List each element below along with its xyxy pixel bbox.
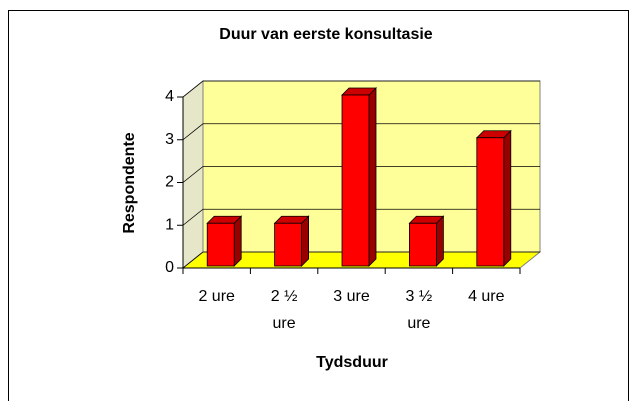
y-tick-label: 0 <box>165 259 174 276</box>
y-tick-label: 2 <box>165 174 174 191</box>
grid-line <box>182 123 540 141</box>
y-axis-title: Respondente <box>121 132 138 233</box>
bar <box>206 222 235 267</box>
x-tick-label: 4 ure <box>468 288 505 305</box>
y-tick-label: 4 <box>165 88 174 105</box>
bar-side <box>233 215 242 267</box>
bar-side <box>435 215 444 267</box>
x-tick-label: 3 ½ ure <box>405 288 433 332</box>
x-tick-label: 3 ure <box>333 288 370 305</box>
y-tick-label: 1 <box>165 216 174 233</box>
y-tick-label: 3 <box>165 131 174 148</box>
grid-line <box>182 166 540 183</box>
x-axis-title: Tydsduur <box>316 354 388 371</box>
bar-side <box>503 129 512 267</box>
bar-side <box>301 215 310 267</box>
x-tick-label: 2 ure <box>198 288 235 305</box>
bar <box>408 222 437 267</box>
bar-side <box>368 87 377 267</box>
bar <box>476 137 505 267</box>
bar <box>274 222 303 267</box>
grid-line <box>182 208 540 226</box>
bar <box>341 94 370 267</box>
x-tick-label: 2 ½ ure <box>270 288 298 332</box>
grid-line <box>182 80 540 98</box>
chart-title: Duur van eerste konsultasie <box>219 26 433 43</box>
